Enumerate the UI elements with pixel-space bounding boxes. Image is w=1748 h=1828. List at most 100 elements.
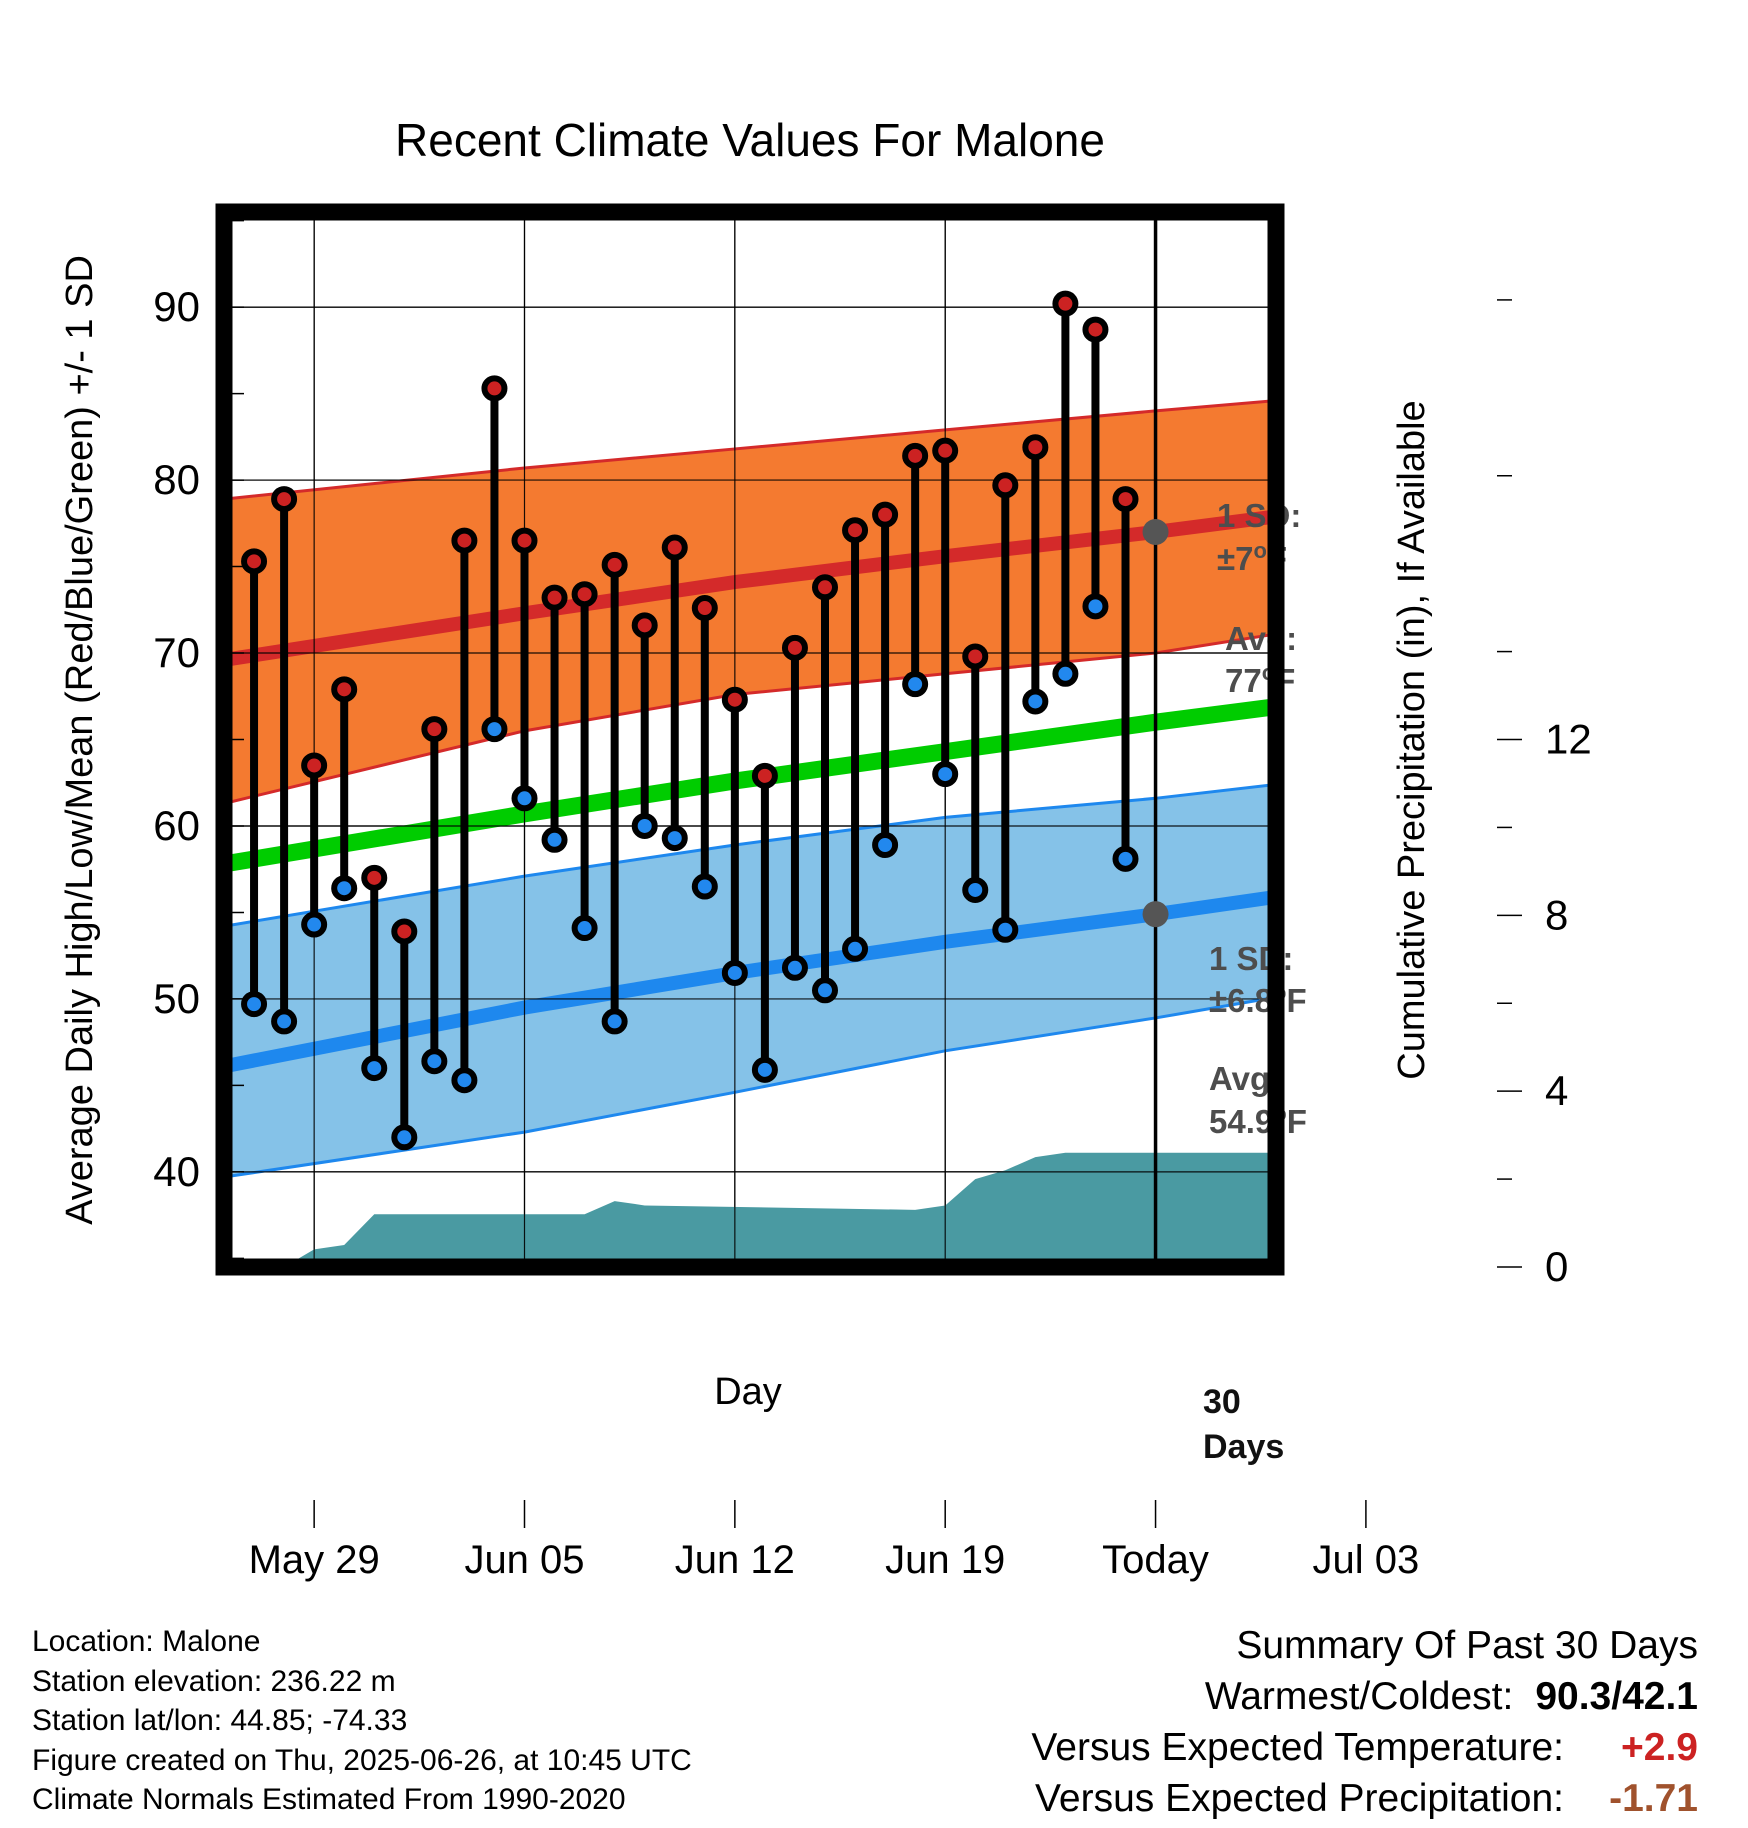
precip-anomaly-value: -1.71 — [1609, 1777, 1698, 1820]
high-temp-point — [812, 574, 838, 601]
high-temp-point — [932, 437, 959, 464]
temp-anomaly-value: +2.9 — [1621, 1726, 1698, 1769]
high-sd-label: 1 SD: — [1217, 497, 1301, 534]
high-temp-point — [391, 918, 418, 945]
y-tick-label: 90 — [153, 283, 200, 330]
low-temp-point — [691, 873, 718, 900]
high-temp-point — [902, 442, 929, 469]
y2-axis-title: Cumulative Precipitation (in), If Availa… — [1391, 400, 1433, 1079]
high-temp-point — [872, 501, 899, 528]
high-temp-point — [842, 517, 869, 544]
low-temp-point — [631, 812, 658, 839]
high-temp-point — [1112, 486, 1139, 513]
y2-tick-label: 12 — [1545, 716, 1592, 763]
high-temp-point — [541, 584, 568, 611]
high-temp-point — [992, 472, 1019, 499]
summary-temp: Versus Expected Temperature: +2.9 — [1031, 1722, 1698, 1773]
high-temp-point — [451, 527, 478, 554]
high-temp-point — [751, 762, 778, 789]
low-temp-point — [601, 1008, 628, 1035]
x-tick-label: Jun 12 — [675, 1538, 795, 1582]
temp-label: Versus Expected Temperature: — [1031, 1726, 1564, 1769]
today-low-avg-dot — [1142, 901, 1169, 928]
high-temp-point — [301, 752, 328, 779]
high-temp-point — [721, 686, 748, 713]
low-temp-point — [331, 875, 358, 902]
low-temp-point — [571, 915, 598, 942]
precip-label: Versus Expected Precipitation: — [1035, 1777, 1564, 1820]
elevation-text: Station elevation: 236.22 m — [32, 1664, 396, 1698]
high-temp-point — [781, 634, 808, 661]
high-temp-point — [331, 676, 358, 703]
y2-tick-label: 8 — [1545, 891, 1568, 938]
low-temp-point — [902, 671, 929, 698]
low-temp-point — [992, 916, 1019, 943]
x-tick-label: May 29 — [249, 1538, 380, 1582]
low-temp-point — [391, 1124, 418, 1151]
low-temp-point — [721, 959, 748, 986]
low-temp-point — [1022, 688, 1049, 715]
summary-precip: Versus Expected Precipitation: -1.71 — [1031, 1773, 1698, 1824]
low-temp-point — [271, 1008, 298, 1035]
y2-tick-label: 4 — [1545, 1067, 1568, 1114]
latlon-text: Station lat/lon: 44.85; -74.33 — [32, 1704, 408, 1737]
high-sd-band — [224, 393, 1276, 804]
today-high-avg-dot — [1142, 518, 1169, 545]
high-temp-point — [421, 716, 448, 743]
low-temp-point — [541, 826, 568, 853]
low-temp-point — [451, 1067, 478, 1094]
low-temp-point — [1082, 593, 1109, 620]
precip-area — [284, 1152, 1276, 1267]
plot-frame — [215, 203, 1285, 1276]
high-temp-point — [691, 595, 718, 622]
low-temp-point — [1112, 845, 1139, 872]
high-temp-point — [571, 581, 598, 608]
chart-title: Recent Climate Values For Malone — [395, 114, 1105, 166]
high-temp-point — [631, 612, 658, 639]
low-temp-point — [301, 911, 328, 938]
low-temp-point — [962, 876, 989, 903]
summary-warm-cold: Warmest/Coldest: 90.3/42.1 — [1031, 1671, 1698, 1722]
x-tick-label: Jun 19 — [885, 1538, 1005, 1582]
low-temp-point — [932, 761, 959, 788]
high-temp-point — [601, 551, 628, 578]
high-temp-point — [1082, 316, 1109, 343]
x-tick-label: Jul 03 — [1313, 1538, 1420, 1582]
high-temp-point — [271, 486, 298, 513]
low-temp-point — [241, 991, 268, 1018]
plot-inner — [224, 212, 1276, 1267]
x-tick-label: Today — [1102, 1538, 1209, 1582]
y-tick-label: 50 — [153, 975, 200, 1022]
low-temp-point — [781, 954, 808, 981]
precip-days-count: 30 — [1203, 1383, 1241, 1421]
low-temp-point — [361, 1055, 388, 1082]
x-tick-label: Jun 05 — [464, 1538, 584, 1582]
high-temp-point — [661, 534, 688, 561]
created-text: Figure created on Thu, 2025-06-26, at 10… — [32, 1743, 692, 1777]
low-temp-point — [511, 785, 538, 812]
high-temp-point — [1022, 434, 1049, 461]
low-temp-point — [661, 825, 688, 852]
summary-panel: Summary Of Past 30 Days Warmest/Coldest:… — [1031, 1620, 1698, 1824]
y-tick-label: 70 — [153, 629, 200, 676]
low-temp-point — [421, 1048, 448, 1075]
x-axis-title: Day — [714, 1371, 782, 1413]
y-axis-title: Average Daily High/Low/Mean (Red/Blue/Gr… — [59, 255, 101, 1225]
y2-tick-label: 0 — [1545, 1243, 1568, 1290]
low-temp-point — [872, 832, 899, 858]
high-temp-point — [1052, 290, 1079, 317]
summary-title: Summary Of Past 30 Days — [1236, 1624, 1698, 1667]
high-avg-value: 77oF — [1225, 660, 1295, 699]
location-text: Location: Malone — [32, 1625, 261, 1658]
normals-text: Climate Normals Estimated From 1990-2020 — [32, 1783, 626, 1816]
high-temp-point — [962, 643, 989, 670]
high-temp-point — [361, 864, 388, 891]
high-temp-point — [511, 527, 538, 554]
low-temp-point — [751, 1056, 778, 1083]
y-tick-label: 40 — [153, 1148, 200, 1195]
low-temp-point — [481, 716, 508, 743]
low-sd-value: ±6.8oF — [1209, 980, 1307, 1019]
high-avg-label: Avg: — [1225, 620, 1297, 657]
high-temp-point — [481, 375, 508, 402]
